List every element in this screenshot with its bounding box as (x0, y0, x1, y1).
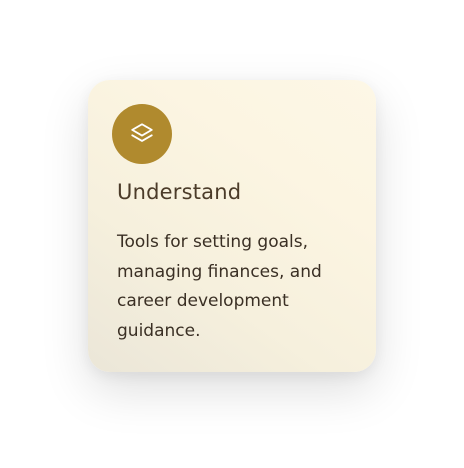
card-description: Tools for setting goals, managing financ… (117, 232, 322, 341)
layers-icon (131, 123, 153, 142)
icon-badge (112, 104, 172, 164)
card-title: Understand (117, 180, 242, 204)
feature-card: Understand Tools for setting goals, mana… (88, 80, 376, 372)
